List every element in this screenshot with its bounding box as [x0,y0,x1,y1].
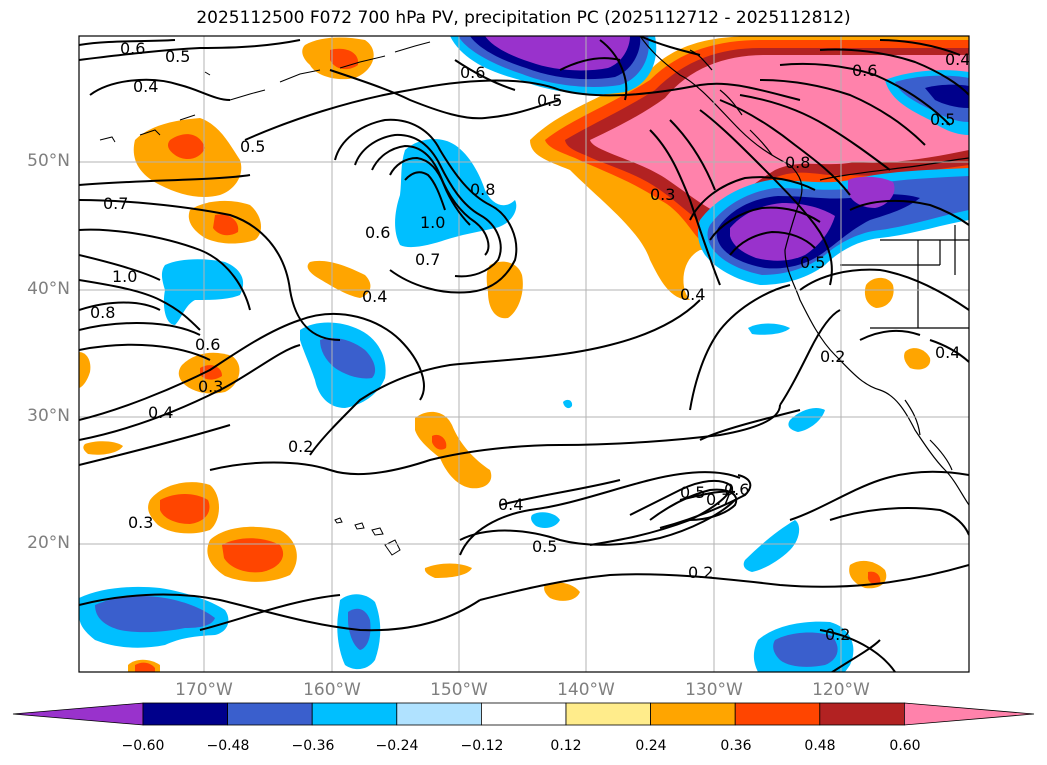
contour-label: 0.4 [148,403,173,422]
contour-label: 0.5 [680,483,705,502]
lon-label: 150°W [430,680,488,700]
contour-label: 0.4 [362,287,387,306]
colorbar-tick: 0.12 [550,738,582,754]
lon-label: 160°W [303,680,361,700]
precip-positive-shading [79,36,969,672]
colorbar [12,702,1035,726]
contour-label: 0.5 [537,91,562,110]
lon-label: 170°W [175,680,233,700]
contour-label: 0.6 [120,39,145,58]
colorbar-extend-max [904,702,1035,726]
contour-label: 0.3 [128,513,153,532]
map-frame [78,35,970,673]
colorbar-tick: 0.36 [720,738,752,754]
lon-label: 120°W [812,680,870,700]
colorbar-segment [396,702,482,726]
colorbar-tick: −0.24 [375,738,419,754]
colorbar-tick: −0.36 [291,738,335,754]
colorbar-segment [311,702,398,726]
map-plot-area: 0.6 0.5 0.4 0.5 0.7 1.0 0.8 0.6 0.3 0.4 … [79,36,970,672]
contour-label: 1.0 [420,213,445,232]
contour-label: 0.6 [460,63,485,82]
contour-label: 0.2 [825,625,850,644]
colorbar-tick: −0.48 [206,738,250,754]
contour-label: 0.5 [240,137,265,156]
graticule [79,36,969,672]
contour-label: 0.6 [365,223,390,242]
contour-label: 0.4 [133,77,158,96]
contour-label: 0.5 [165,47,190,66]
colorbar-segment [650,702,736,726]
contour-label: 0.7 [415,250,440,269]
contour-label: 0.2 [288,437,313,456]
contour-label: 0.6 [852,61,877,80]
contour-label: 0.8 [90,303,115,322]
colorbar-segment [565,702,651,726]
lat-label: 20°N [27,533,70,553]
colorbar-tick: 0.60 [889,738,921,754]
contour-label: 0.5 [800,253,825,272]
contour-label: 0.3 [198,377,223,396]
contour-label: 0.4 [498,495,523,514]
lat-label: 30°N [27,406,70,426]
pv-contours [79,36,969,672]
colorbar-tick: 0.48 [804,738,836,754]
lat-label: 40°N [27,279,70,299]
contour-label: 0.5 [532,537,557,556]
contour-label: 0.4 [935,343,960,362]
pv-contour-labels: 0.6 0.5 0.4 0.5 0.7 1.0 0.8 0.6 0.3 0.4 … [90,39,970,644]
colorbar-segment [819,702,905,726]
contour-label: 0.4 [680,285,705,304]
lat-label: 50°N [27,151,70,171]
aleutian-islands [99,41,431,143]
map-title: 2025112500 F072 700 hPa PV, precipitatio… [196,8,851,28]
colorbar-extend-min [12,702,144,726]
contour-label: 0.8 [785,153,810,172]
lon-label: 140°W [557,680,615,700]
contour-label: 0.3 [650,185,675,204]
colorbar-tick: −0.12 [460,738,504,754]
contour-label: 0.6 [195,335,220,354]
contour-label: 0.6 [724,480,749,499]
colorbar-segment [227,702,313,726]
contour-label: 0.2 [688,563,713,582]
contour-label: 0.7 [103,194,128,213]
colorbar-tick: −0.60 [121,738,165,754]
colorbar-segment [480,702,567,726]
colorbar-tick: 0.24 [635,738,667,754]
hawaiian-islands [334,517,401,556]
contour-label: 0.4 [945,50,970,69]
contour-label: 0.5 [930,110,955,129]
contour-label: 0.2 [820,347,845,366]
coastlines [639,36,969,506]
contour-label: 1.0 [112,267,137,286]
colorbar-segment [142,702,228,726]
contour-label: 0.7 [706,490,731,509]
colorbar-segment [734,702,821,726]
lon-label: 130°W [685,680,743,700]
contour-label: 0.8 [470,180,495,199]
